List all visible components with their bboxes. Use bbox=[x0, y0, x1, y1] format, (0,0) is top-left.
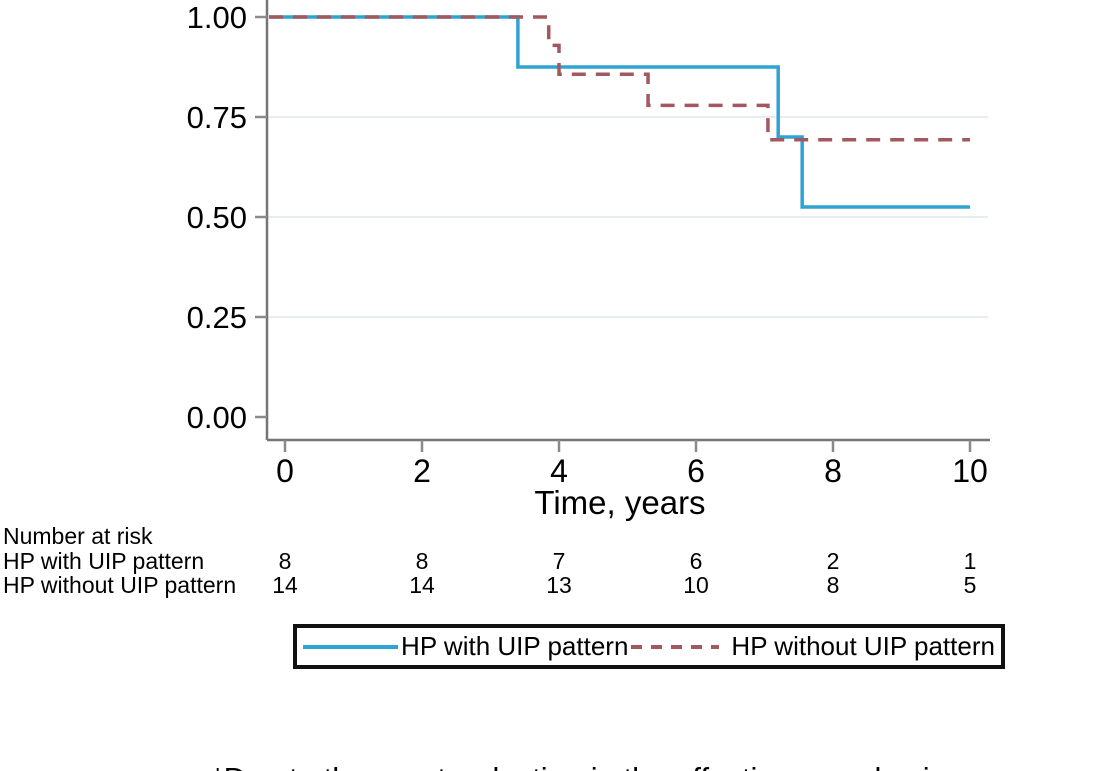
legend-label-with-uip: HP with UIP pattern bbox=[401, 631, 629, 661]
x-tick-label: 2 bbox=[413, 453, 431, 489]
footnote: *Due to the great reduction in the effec… bbox=[80, 691, 1094, 771]
y-tick-label: 0.25 bbox=[187, 300, 247, 335]
series-hp-without-uip-pattern bbox=[269, 15, 970, 142]
risk-count: 13 bbox=[546, 572, 572, 598]
y-tick-label: 0.00 bbox=[187, 400, 247, 435]
risk-count: 14 bbox=[409, 572, 435, 598]
risk-count: 7 bbox=[552, 548, 566, 574]
footnote-line-1: *Due to the great reduction in the effec… bbox=[80, 761, 1094, 771]
x-tick-label: 0 bbox=[276, 453, 294, 489]
risk-row-label-without-uip: HP without UIP pattern bbox=[3, 572, 237, 598]
risk-count: 6 bbox=[689, 548, 703, 574]
risk-count: 1 bbox=[963, 548, 977, 574]
risk-count: 5 bbox=[963, 572, 977, 598]
risk-count: 8 bbox=[278, 548, 292, 574]
x-tick-label: 4 bbox=[550, 453, 568, 489]
legend-label-without-uip: HP without UIP pattern bbox=[731, 631, 995, 661]
x-tick-label: 6 bbox=[687, 453, 705, 489]
risk-table-header: Number at risk bbox=[3, 523, 153, 549]
risk-row-label-with-uip: HP with UIP pattern bbox=[3, 548, 205, 574]
legend-solid-line-sample bbox=[303, 644, 399, 649]
legend: HP with UIP pattern HP without UIP patte… bbox=[293, 624, 1005, 669]
y-tick-label: 0.50 bbox=[187, 200, 247, 235]
x-axis-title: Time, years bbox=[534, 484, 706, 521]
y-tick-label: 1.00 bbox=[187, 0, 247, 35]
risk-count: 14 bbox=[272, 572, 298, 598]
risk-count: 8 bbox=[415, 548, 429, 574]
series-hp-with-uip-pattern bbox=[269, 15, 970, 209]
y-tick-label: 0.75 bbox=[187, 100, 247, 135]
x-tick-label: 8 bbox=[824, 453, 842, 489]
risk-count: 8 bbox=[826, 572, 840, 598]
risk-count: 2 bbox=[826, 548, 840, 574]
x-tick-label: 10 bbox=[952, 453, 988, 489]
km-chart: 1.00 0.75 0.50 0.25 0.00 0 2 4 6 8 10 bbox=[187, 0, 990, 489]
legend-dashed-line-sample bbox=[631, 644, 720, 649]
risk-count: 10 bbox=[683, 572, 709, 598]
